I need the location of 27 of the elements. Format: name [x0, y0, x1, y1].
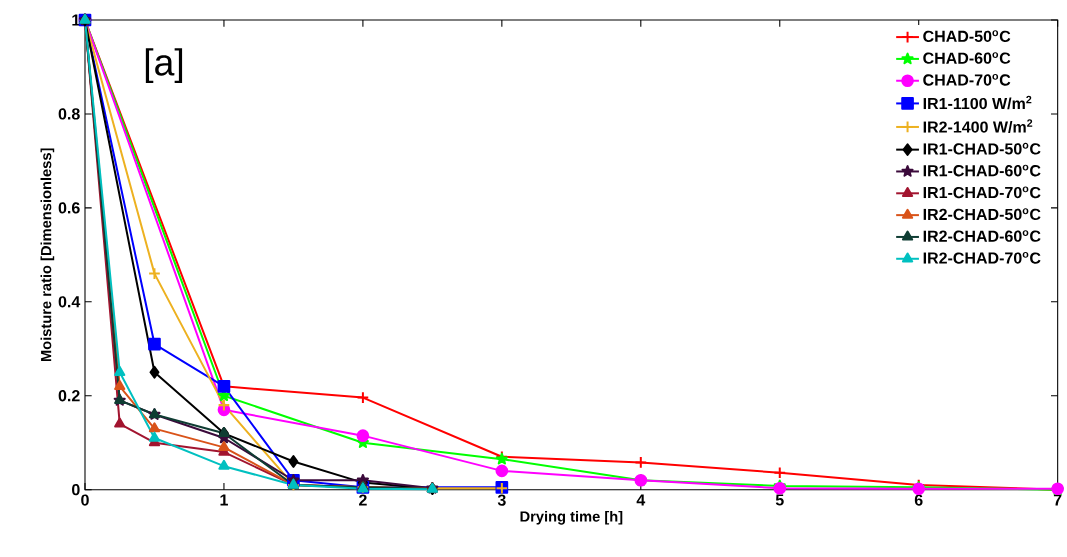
y-axis-title: Moisture ratio [Dimensionless]	[40, 148, 55, 362]
legend-label: IR1-1100 W/m$^{2}$	[923, 95, 1032, 110]
x-tick-label: 3	[497, 494, 506, 506]
legend-label: IR2-CHAD-70$^{o}$C	[923, 252, 1041, 264]
x-tick-label: 2	[359, 494, 367, 506]
x-tick-label: 0	[81, 494, 89, 506]
legend-label: CHAD-60$^{o}$C	[923, 52, 1011, 65]
y-tick-label: 0.4	[58, 296, 81, 308]
legend-label: IR2-CHAD-50$^{o}$C	[923, 208, 1041, 221]
legend-label: CHAD-50$^{o}$C	[923, 30, 1011, 43]
legend-label: IR1-CHAD-70$^{o}$C	[923, 186, 1041, 199]
y-tick-label: 0.6	[58, 202, 80, 214]
x-tick-label: 6	[914, 494, 923, 506]
annotation: [a]	[145, 48, 183, 84]
x-tick-label: 5	[775, 494, 784, 506]
x-tick-label: 1	[220, 494, 228, 506]
legend-label: IR1-CHAD-60$^{o}$C	[923, 164, 1041, 177]
legend-label: IR2-1400 W/m$^{2}$	[923, 119, 1033, 134]
legend-label: CHAD-70$^{o}$C	[923, 74, 1011, 86]
y-tick-label: 0.8	[58, 108, 80, 120]
y-tick-label: 0.2	[58, 390, 80, 402]
legend-label: IR2-CHAD-60$^{o}$C	[923, 230, 1041, 243]
y-tick-label: 0	[72, 484, 80, 496]
x-tick-label: 4	[636, 494, 646, 506]
y-tick-label: 1	[72, 14, 80, 26]
x-axis-title: Drying time [h]	[520, 511, 623, 525]
legend-label: IR1-CHAD-50$^{o}$C	[923, 143, 1041, 155]
